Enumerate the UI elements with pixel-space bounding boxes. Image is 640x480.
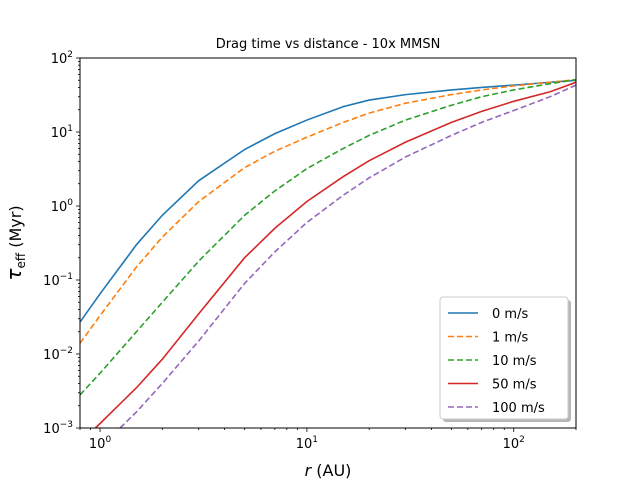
x-tick-label: 102 xyxy=(503,435,525,452)
y-tick-label: 10−3 xyxy=(43,420,73,437)
x-tick-label: 100 xyxy=(89,435,112,452)
plot-lines xyxy=(80,78,576,428)
legend-label-1: 1 m/s xyxy=(492,331,528,346)
axes xyxy=(79,57,577,429)
legend-box xyxy=(439,296,569,420)
legend-label-4: 100 m/s xyxy=(492,401,545,416)
series-line-0 xyxy=(80,79,576,323)
axes-frame xyxy=(79,57,577,429)
legend-label-2: 10 m/s xyxy=(492,354,537,369)
x-axis-label: r (AU) xyxy=(305,461,352,480)
x-ticks: 100 101 102 xyxy=(79,428,577,452)
y-tick-label: 10−1 xyxy=(43,272,73,289)
y-axis-label: τeff (Myr) xyxy=(2,205,28,280)
y-tick-label: 10−2 xyxy=(43,346,73,363)
chart-title: Drag time vs distance - 10x MMSN xyxy=(216,37,441,52)
x-tick-label: 101 xyxy=(296,435,318,452)
legend-label-0: 0 m/s xyxy=(492,307,528,322)
legend-label-3: 50 m/s xyxy=(492,378,537,393)
series-line-2 xyxy=(80,78,576,396)
y-tick-label: 100 xyxy=(51,198,74,215)
y-ticks: 10−3 10−2 10−1 100 101 102 xyxy=(43,50,80,437)
y-tick-label: 101 xyxy=(51,124,73,141)
series-line-1 xyxy=(80,78,576,344)
series-line-3 xyxy=(94,81,576,428)
y-tick-label: 102 xyxy=(51,50,73,67)
legend: 0 m/s 1 m/s 10 m/s 50 m/s 100 m/s xyxy=(439,296,571,422)
